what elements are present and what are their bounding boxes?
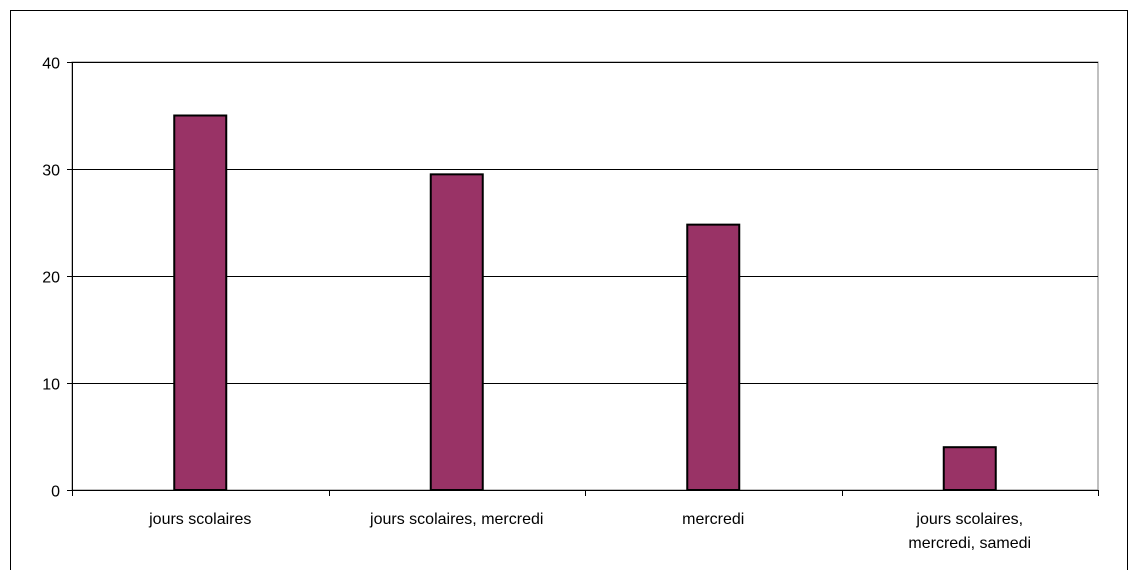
bar	[173, 114, 228, 491]
y-tick-label: 20	[42, 270, 60, 287]
x-category-label: mercredi	[682, 511, 744, 528]
x-category-label: jours scolaires, mercredi	[369, 511, 543, 528]
y-tick-label: 30	[42, 163, 60, 180]
y-tick-label: 10	[42, 377, 60, 394]
x-category-label: jours scolaires, mercredi, samedi	[908, 511, 1031, 552]
bar	[942, 446, 997, 492]
y-tick-label: 40	[42, 56, 60, 73]
bar	[686, 223, 741, 491]
bars	[173, 114, 997, 492]
axes	[67, 62, 1099, 496]
x-category-label: jours scolaires	[148, 511, 251, 528]
labels: 0 10 20 30 40 jours scolaires jours scolaires,…	[42, 56, 1031, 553]
y-tick-label: 0	[51, 484, 60, 501]
bar	[429, 173, 484, 491]
